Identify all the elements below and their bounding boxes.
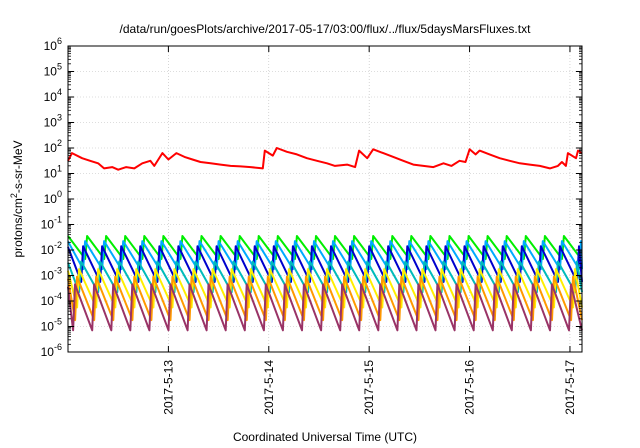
series-line-6 — [67, 275, 583, 322]
y-tick-label: 10-4 — [41, 291, 62, 308]
series-layer — [67, 147, 583, 332]
series-line-4 — [67, 260, 583, 294]
x-tick-label: 2017-5-15 — [362, 360, 376, 415]
x-tick-label: 2017-5-14 — [262, 360, 276, 415]
x-tick-label: 2017-5-13 — [161, 360, 175, 415]
y-tick-label: 10-2 — [41, 240, 62, 257]
y-tick-label: 10-5 — [41, 317, 62, 334]
y-tick-label: 104 — [44, 87, 62, 104]
series-line-0 — [67, 147, 583, 171]
y-tick-label: 102 — [44, 138, 62, 155]
x-tick-label: 2017-5-16 — [463, 360, 477, 415]
chart-title: /data/run/goesPlots/archive/2017-05-17/0… — [120, 22, 532, 36]
y-axis-label-prefix: protons/cm — [11, 198, 25, 257]
series-line-5 — [67, 268, 583, 309]
y-tick-label: 10-3 — [41, 266, 62, 283]
y-axis-label-sup: 2 — [9, 193, 19, 198]
series-line-7 — [67, 283, 583, 332]
x-tick-label: 2017-5-17 — [563, 360, 577, 415]
y-tick-label: 10-6 — [41, 342, 62, 359]
y-tick-label: 10-1 — [41, 215, 62, 232]
y-tick-label: 100 — [44, 189, 62, 206]
y-tick-label: 106 — [44, 36, 62, 53]
y-tick-label: 101 — [44, 164, 62, 181]
y-axis-label: protons/cm2-s-sr-MeV — [9, 140, 25, 257]
y-tick-label: 105 — [44, 62, 62, 79]
y-tick-label: 103 — [44, 113, 62, 130]
x-axis: 2017-5-13 2017-5-14 2017-5-15 2017-5-16 2017… — [161, 46, 577, 415]
y-axis: 106 105 104 103 102 101 100 10-1 10-2 10-3 10-4 10-… — [41, 36, 582, 359]
x-axis-label: Coordinated Universal Time (UTC) — [233, 430, 417, 444]
y-axis-label-suffix: -s-sr-MeV — [11, 140, 25, 193]
